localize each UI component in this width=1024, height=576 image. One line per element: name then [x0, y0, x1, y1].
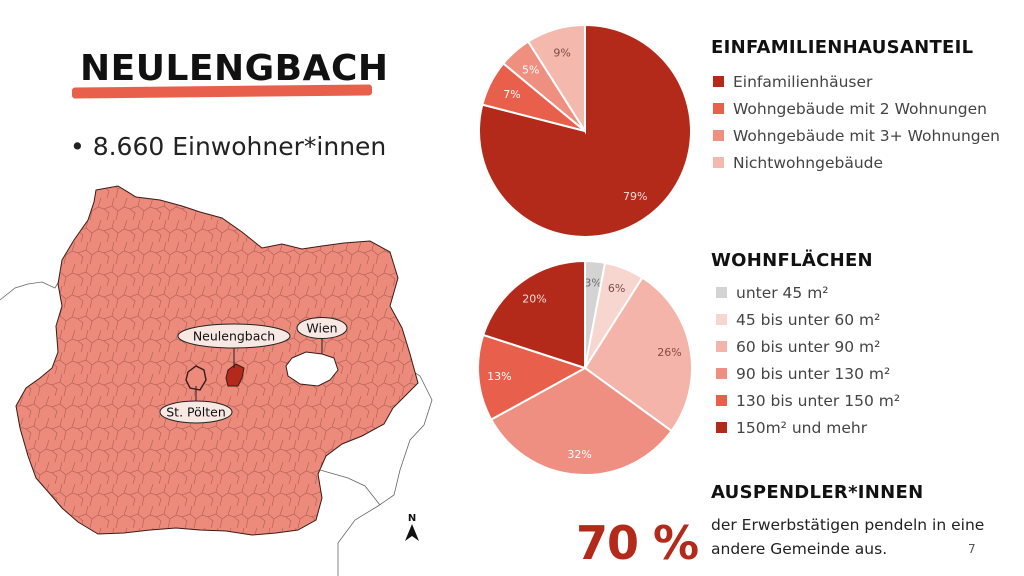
- legend-swatch: [713, 130, 724, 141]
- legend-label: 45 bis unter 60 m²: [736, 310, 881, 329]
- legend-item: 90 bis unter 130 m²: [716, 360, 900, 387]
- pie-data-label: 79%: [623, 190, 647, 203]
- municipality-grid: [16, 186, 418, 535]
- legend-item: unter 45 m²: [716, 279, 900, 306]
- neighbor-border-west: [0, 275, 63, 301]
- commuter-percentage: 70 %: [576, 516, 699, 570]
- pie-data-label: 20%: [522, 292, 546, 305]
- legend-item: 130 bis unter 150 m²: [716, 387, 900, 414]
- legend-swatch: [716, 287, 727, 298]
- neighbor-border-south: [319, 469, 381, 506]
- bullet-dot: •: [70, 132, 93, 161]
- legend-item: 45 bis unter 60 m²: [716, 306, 900, 333]
- legend-label: 60 bis unter 90 m²: [736, 337, 881, 356]
- legend-label: Nichtwohngebäude: [733, 153, 884, 172]
- wien-callout: [296, 317, 348, 339]
- population-bullet: • 8.660 Einwohner*innen: [70, 132, 386, 161]
- neulengbach-area: [225, 363, 245, 387]
- pie-chart-einfamilienhaus: 79% 7%5% 9%: [478, 23, 692, 238]
- legend-label: Wohngebäude mit 3+ Wohnungen: [733, 126, 1000, 145]
- pie-data-label: 6%: [608, 282, 625, 295]
- neighbor-border-east: [337, 359, 433, 576]
- lower-austria-map: Neulengbach Wien St. Pölten N: [0, 185, 433, 576]
- section-title-auspendler: AUSPENDLER*INNEN: [711, 482, 924, 503]
- legend-swatch: [713, 103, 724, 114]
- pie-slice: [481, 259, 586, 370]
- legend-item: 60 bis unter 90 m²: [716, 333, 900, 360]
- legend-swatch: [716, 368, 727, 379]
- page-number: 7: [968, 542, 976, 556]
- pie-slice: [526, 23, 586, 135]
- page-title: NEULENGBACH: [80, 48, 389, 89]
- legend-item: Wohngebäude mit 3+ Wohnungen: [713, 122, 1000, 149]
- pie-data-label: 3%: [584, 276, 601, 289]
- legend-swatch: [713, 157, 724, 168]
- legend-label: Einfamilienhäuser: [733, 72, 873, 91]
- commuter-description: der Erwerbstätigen pendeln in eine ander…: [711, 516, 985, 558]
- legend-label: unter 45 m²: [736, 283, 829, 302]
- st-poelten-label: St. Pölten: [166, 405, 226, 420]
- legend-label: 150m² und mehr: [736, 418, 868, 437]
- legend-label: Wohngebäude mit 2 Wohnungen: [733, 99, 987, 118]
- pie-data-label: 26%: [657, 346, 681, 359]
- pie-slice: [477, 333, 588, 421]
- pie-data-label: 7%: [503, 88, 520, 101]
- north-arrow-icon: [405, 524, 419, 541]
- legend-item: Wohngebäude mit 2 Wohnungen: [713, 95, 1000, 122]
- wien-label: Wien: [306, 321, 337, 336]
- legend-swatch: [716, 314, 727, 325]
- neulengbach-label: Neulengbach: [193, 329, 275, 344]
- pie-data-label: 9%: [553, 46, 570, 59]
- pie-slice: [489, 366, 673, 476]
- legend-wohnflaechen: unter 45 m² 45 bis unter 60 m² 60 bis un…: [716, 279, 900, 441]
- section-title-einfamilienhausanteil: EINFAMILIENHAUSANTEIL: [711, 37, 974, 58]
- legend-item: Nichtwohngebäude: [713, 149, 1000, 176]
- pie-slice: [478, 23, 692, 238]
- st-poelten-callout: [159, 400, 233, 424]
- pie-chart-wohnflaechen: 3% 6% 26% 32% 13% 20%: [477, 259, 693, 476]
- section-title-wohnflaechen: WOHNFLÄCHEN: [711, 250, 873, 271]
- population-text: 8.660 Einwohner*innen: [92, 132, 387, 161]
- st-poelten-area: [185, 365, 207, 391]
- legend-swatch: [713, 76, 724, 87]
- pie-data-label: 5%: [522, 63, 539, 76]
- pie-data-label: 13%: [487, 370, 511, 383]
- legend-label: 90 bis unter 130 m²: [736, 364, 891, 383]
- legend-swatch: [716, 395, 727, 406]
- neulengbach-callout: [177, 323, 291, 349]
- legend-einfamilienhaus: Einfamilienhäuser Wohngebäude mit 2 Wohn…: [713, 68, 1000, 176]
- legend-item: Einfamilienhäuser: [713, 68, 1000, 95]
- legend-swatch: [716, 341, 727, 352]
- legend-label: 130 bis unter 150 m²: [736, 391, 901, 410]
- north-label: N: [408, 513, 416, 524]
- legend-swatch: [716, 422, 727, 433]
- pie-data-label: 32%: [567, 448, 591, 461]
- legend-item: 150m² und mehr: [716, 414, 900, 441]
- vienna-area: [285, 351, 339, 387]
- pie-slice: [583, 276, 693, 433]
